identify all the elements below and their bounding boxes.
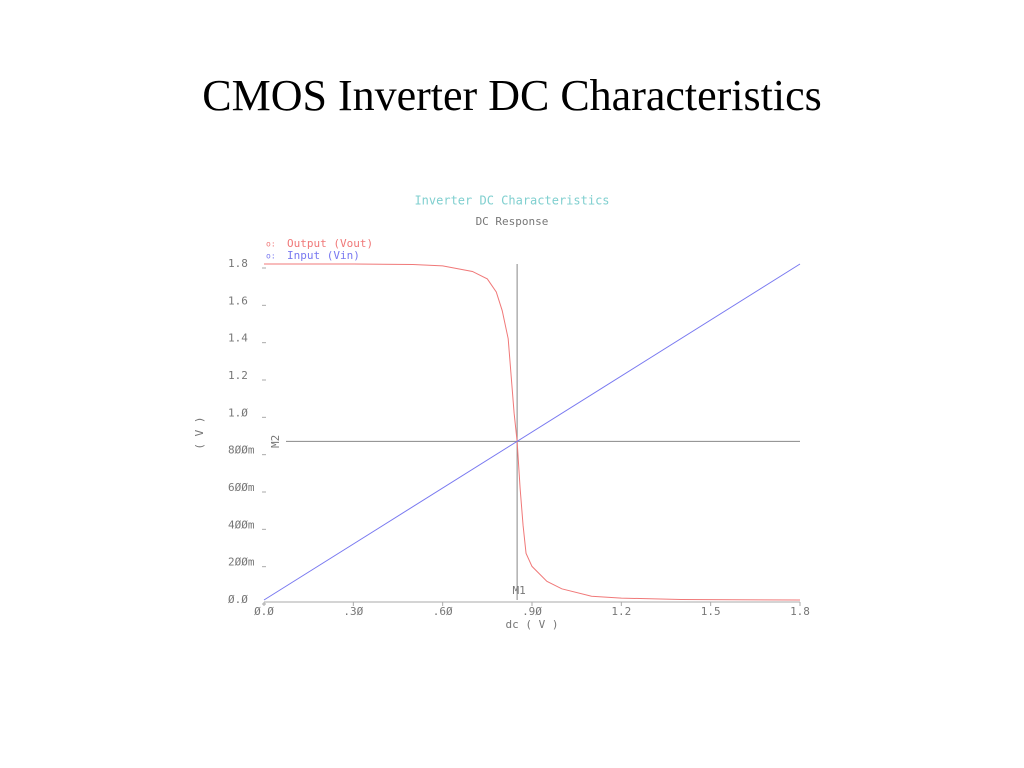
series-line bbox=[264, 263, 801, 601]
y-tick-label: Ø.Ø bbox=[228, 593, 248, 606]
legend-symbol: o: bbox=[266, 252, 276, 261]
y-axis-label: ( V ) bbox=[193, 416, 206, 449]
x-tick-label: 1.2 bbox=[611, 605, 631, 618]
y-tick-label: 1.Ø bbox=[228, 406, 248, 419]
x-tick-label: 1.5 bbox=[701, 605, 721, 618]
y-tick-label: 4ØØm bbox=[228, 518, 255, 531]
legend-label: Input (Vin) bbox=[287, 249, 360, 262]
y-tick-label: 1.4 bbox=[228, 332, 248, 345]
y-tick-label: 1.8 bbox=[228, 257, 248, 270]
legend-label: Output (Vout) bbox=[287, 237, 373, 250]
slide-title: CMOS Inverter DC Characteristics bbox=[202, 71, 822, 120]
y-tick-label: 2ØØm bbox=[228, 556, 255, 569]
x-axis-label: dc ( V ) bbox=[506, 618, 559, 631]
x-tick-label: .9Ø bbox=[522, 605, 542, 618]
x-tick-label: Ø.Ø bbox=[254, 605, 274, 618]
x-tick-label: 1.8 bbox=[790, 605, 810, 618]
x-tick-label: .6Ø bbox=[433, 605, 453, 618]
chart-subtitle: DC Response bbox=[476, 215, 549, 228]
marker-label: M2 bbox=[269, 435, 282, 448]
series-line bbox=[263, 263, 801, 601]
y-tick-label: 1.6 bbox=[228, 294, 248, 307]
y-tick-label: 6ØØm bbox=[228, 481, 255, 494]
marker-label: M1 bbox=[512, 584, 525, 597]
y-tick-label: 8ØØm bbox=[228, 444, 255, 457]
x-tick-label: .3Ø bbox=[343, 605, 363, 618]
chart-title: Inverter DC Characteristics bbox=[414, 194, 609, 208]
legend-symbol: o: bbox=[266, 240, 276, 249]
y-tick-label: 1.2 bbox=[228, 369, 248, 382]
